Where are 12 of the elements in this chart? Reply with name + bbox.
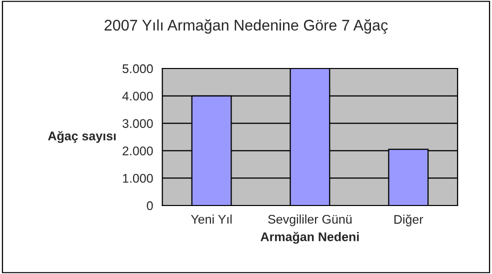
y-tick-label: 4.000 bbox=[122, 92, 153, 101]
y-tick-label: 0 bbox=[146, 201, 153, 210]
x-tick-label: Diğer bbox=[394, 214, 424, 226]
chart-title: 2007 Yılı Armağan Nedenine Göre 7 Ağaç bbox=[104, 19, 388, 34]
y-tick-label: 1.000 bbox=[123, 174, 153, 183]
y-tick-label: 2.000 bbox=[122, 146, 153, 156]
x-axis-title: Armağan Nedeni bbox=[260, 232, 359, 244]
y-axis-title: Ağaç sayısı bbox=[48, 131, 116, 143]
x-tick-label: Sevgililer Günü bbox=[268, 214, 352, 226]
x-tick-label: Yeni Yıl bbox=[190, 214, 232, 224]
y-tick-label: 3.000 bbox=[122, 119, 153, 128]
y-tick-label: 5.000 bbox=[122, 64, 153, 74]
